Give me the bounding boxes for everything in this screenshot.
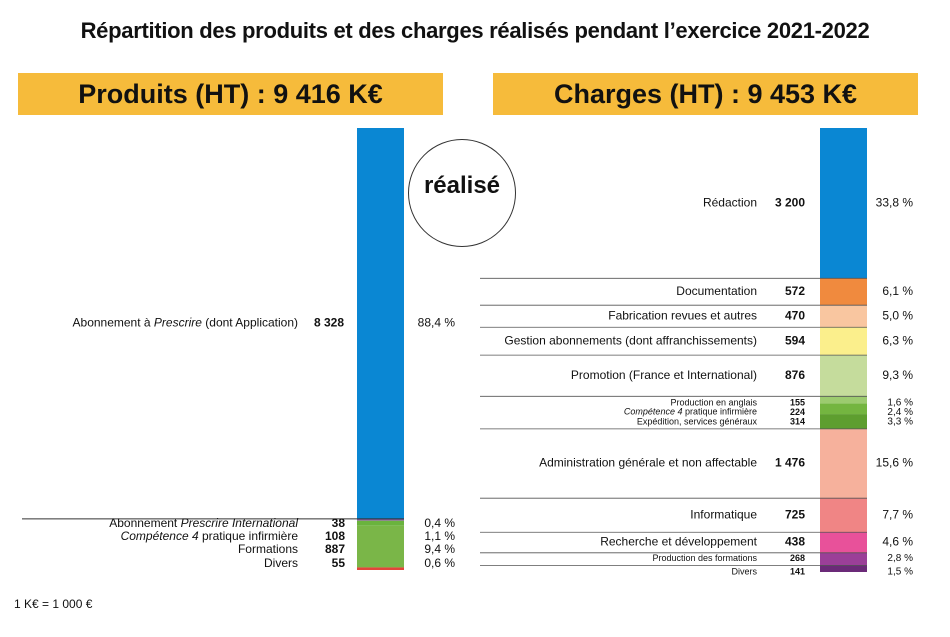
charges-bar-segment (820, 552, 867, 566)
produits-percent: 88,4 % (418, 316, 456, 330)
charges-bar-segment (820, 355, 867, 397)
charges-percent: 2,4 % (887, 407, 913, 418)
charges-value: 438 (785, 535, 805, 549)
charges-label: Compétence 4 pratique infirmière (624, 407, 757, 417)
charges-value: 155 (790, 397, 805, 407)
produits-value: 887 (325, 542, 345, 556)
charges-percent: 15,6 % (876, 456, 914, 470)
produits-label: Abonnement Prescrire International (109, 516, 298, 530)
charges-bar-segment (820, 428, 867, 499)
charges-label: Fabrication revues et autres (608, 308, 757, 322)
produits-bar-segment (357, 567, 404, 570)
charges-value: 314 (790, 416, 805, 426)
charges-bar-segment (820, 498, 867, 533)
realise-badge-label: réalisé (423, 172, 501, 199)
charges-percent: 33,8 % (876, 195, 914, 209)
charges-label: Expédition, services généraux (637, 416, 758, 426)
charges-value: 594 (785, 333, 805, 347)
charges-value: 1 476 (775, 456, 805, 470)
charges-label: Divers (731, 566, 757, 576)
realise-badge: réalisé (408, 139, 516, 247)
charges-value: 725 (785, 507, 805, 521)
charges-bar-segment (820, 532, 867, 553)
charges-percent: 1,6 % (887, 398, 913, 409)
charges-percent: 3,3 % (887, 417, 913, 428)
produits-label: Abonnement à Prescrire (dont Application… (73, 316, 298, 330)
charges-label: Promotion (France et International) (571, 368, 757, 382)
charges-percent: 6,1 % (882, 284, 913, 298)
produits-bar-segment (357, 128, 404, 519)
produits-bar-segment (357, 520, 404, 526)
charges-header: Charges (HT) : 9 453 K€ (493, 73, 918, 115)
charges-value: 141 (790, 566, 805, 576)
produits-label: Compétence 4 pratique infirmière (121, 529, 299, 543)
produits-value: 8 328 (314, 316, 344, 330)
charges-bar-segment (820, 396, 867, 404)
produits-value: 55 (332, 556, 346, 570)
charges-percent: 6,3 % (882, 333, 913, 347)
charges-label: Recherche et développement (600, 535, 757, 549)
produits-percent: 0,4 % (424, 516, 455, 530)
charges-label: Production en anglais (670, 397, 757, 407)
produits-percent: 0,6 % (424, 556, 455, 570)
charges-label: Informatique (690, 507, 757, 521)
charges-bar-segment (820, 565, 867, 572)
unit-footnote: 1 K€ = 1 000 € (14, 597, 93, 611)
charges-label: Documentation (676, 284, 757, 298)
charges-percent: 2,8 % (887, 553, 913, 564)
charges-bar-segment (820, 278, 867, 306)
produits-value: 38 (332, 516, 346, 530)
charges-percent: 4,6 % (882, 535, 913, 549)
charges-percent: 9,3 % (882, 368, 913, 382)
charges-percent: 1,5 % (887, 567, 913, 578)
charges-value: 572 (785, 284, 805, 298)
charges-bar-segment (820, 403, 867, 415)
charges-bar-segment (820, 327, 867, 356)
charges-label: Rédaction (703, 195, 757, 209)
produits-header: Produits (HT) : 9 416 K€ (18, 73, 443, 115)
charges-percent: 7,7 % (882, 507, 913, 521)
charges-bar-segment (820, 305, 867, 328)
charges-bar-segment (820, 414, 867, 429)
chart-title: Répartition des produits et des charges … (80, 18, 870, 43)
charges-value: 876 (785, 368, 805, 382)
charges-value: 3 200 (775, 195, 805, 209)
charges-value: 224 (790, 407, 805, 417)
produits-label: Divers (264, 556, 298, 570)
charges-label: Production des formations (652, 553, 757, 563)
produits-value: 108 (325, 529, 345, 543)
charges-label: Gestion abonnements (dont affranchisseme… (504, 333, 757, 347)
charges-bar-segment (820, 128, 867, 279)
produits-bar-segment (357, 525, 404, 568)
charges-value: 470 (785, 308, 805, 322)
charges-percent: 5,0 % (882, 308, 913, 322)
produits-label: Formations (238, 542, 298, 556)
produits-bar-segment (357, 518, 404, 521)
produits-percent: 9,4 % (424, 542, 455, 556)
charges-value: 268 (790, 553, 805, 563)
charges-label: Administration générale et non affectabl… (539, 456, 757, 470)
produits-percent: 1,1 % (424, 529, 455, 543)
